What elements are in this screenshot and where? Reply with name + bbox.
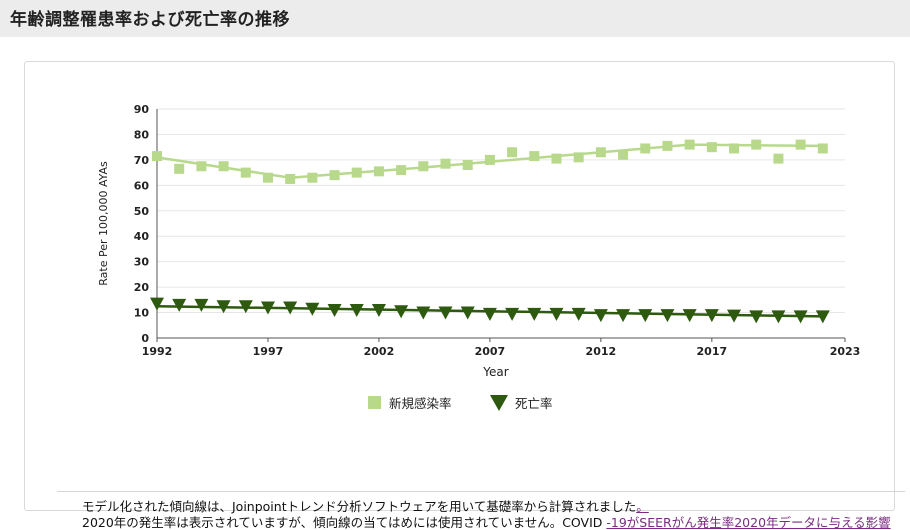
y-tick-label: 90 xyxy=(134,103,150,116)
y-tick-label: 60 xyxy=(134,179,150,192)
notes-line-2: 2020年の発生率は表示されていますが、傾向線の当てはめには使用されていません。… xyxy=(82,515,897,530)
x-tick-label: 1992 xyxy=(142,345,173,358)
incidence-point xyxy=(196,161,206,171)
notes-text-1: モデル化された傾向線は、Joinpointトレンド分析ソフトウェアを用いて基礎率… xyxy=(82,499,636,514)
incidence-point xyxy=(485,155,495,165)
incidence-point xyxy=(529,151,539,161)
chart-notes: モデル化された傾向線は、Joinpointトレンド分析ソフトウェアを用いて基礎率… xyxy=(82,499,897,530)
notes-line-1: モデル化された傾向線は、Joinpointトレンド分析ソフトウェアを用いて基礎率… xyxy=(82,499,897,515)
x-tick-label: 2007 xyxy=(475,345,506,358)
notes-text-2: 2020年の発生率は表示されていますが、傾向線の当てはめには使用されていません。… xyxy=(82,515,606,530)
mortality-point xyxy=(483,308,497,321)
mortality-point xyxy=(660,309,674,322)
incidence-point xyxy=(773,154,783,164)
page-title: 年齢調整罹患率および死亡率の推移 xyxy=(10,5,290,30)
incidence-point xyxy=(685,140,695,150)
incidence-point xyxy=(374,166,384,176)
x-tick-label: 1997 xyxy=(253,345,284,358)
legend-incidence-label: 新規感染率 xyxy=(389,396,452,411)
mortality-point xyxy=(549,308,563,321)
incidence-point xyxy=(219,161,229,171)
incidence-point xyxy=(818,143,828,153)
x-tick-label: 2023 xyxy=(830,345,861,358)
mortality-point xyxy=(150,298,164,311)
incidence-point xyxy=(285,174,295,184)
y-tick-label: 50 xyxy=(134,205,150,218)
incidence-point xyxy=(707,142,717,152)
y-tick-label: 0 xyxy=(141,332,149,345)
mortality-point xyxy=(749,310,763,323)
incidence-point xyxy=(263,173,273,183)
y-tick-label: 40 xyxy=(134,230,150,243)
legend-mortality-label: 死亡率 xyxy=(515,396,553,411)
incidence-point xyxy=(152,151,162,161)
incidence-point xyxy=(352,168,362,178)
incidence-point xyxy=(418,161,428,171)
legend-mortality-marker xyxy=(490,395,508,411)
y-tick-label: 70 xyxy=(134,154,150,167)
incidence-point xyxy=(330,170,340,180)
incidence-point xyxy=(662,141,672,151)
incidence-point xyxy=(596,147,606,157)
incidence-point xyxy=(618,150,628,160)
trend-chart: 0 10 20 30 40 50 60 70 80 90 1992 1997 2002 2007 2012 2… xyxy=(25,62,896,422)
x-tick-label: 2002 xyxy=(364,345,395,358)
chart-card: 0 10 20 30 40 50 60 70 80 90 1992 1997 2002 2007 2012 2… xyxy=(24,61,895,511)
incidence-point xyxy=(441,159,451,169)
legend-incidence-marker xyxy=(368,396,381,409)
x-tick-label: 2017 xyxy=(697,345,728,358)
incidence-point xyxy=(574,152,584,162)
y-axis-title: Rate Per 100,000 AYAs xyxy=(97,161,110,286)
mortality-point xyxy=(527,308,541,321)
mortality-point xyxy=(194,299,208,312)
incidence-point xyxy=(507,147,517,157)
mortality-point xyxy=(394,305,408,318)
incidence-point xyxy=(174,164,184,174)
y-tick-label: 20 xyxy=(134,281,150,294)
mortality-point xyxy=(638,309,652,322)
y-tick-label: 80 xyxy=(134,128,150,141)
incidence-point xyxy=(396,165,406,175)
incidence-point xyxy=(241,168,251,178)
mortality-point xyxy=(594,309,608,322)
mortality-point xyxy=(505,308,519,321)
incidence-point xyxy=(551,154,561,164)
y-tick-label: 10 xyxy=(134,307,150,320)
x-tick-label: 2012 xyxy=(586,345,617,358)
mortality-point xyxy=(328,304,342,317)
mortality-point xyxy=(572,308,586,321)
incidence-point xyxy=(640,143,650,153)
incidence-point xyxy=(796,140,806,150)
incidence-point xyxy=(463,160,473,170)
mortality-point xyxy=(616,309,630,322)
covid-impact-link[interactable]: -19がSEERがん発生率2020年データに与える影響 xyxy=(606,515,890,530)
notes-divider xyxy=(57,491,905,492)
incidence-point xyxy=(751,140,761,150)
notes-link-1[interactable]: 。 xyxy=(636,499,649,514)
page-header: 年齢調整罹患率および死亡率の推移 xyxy=(0,0,910,37)
incidence-point xyxy=(729,143,739,153)
y-tick-label: 30 xyxy=(134,256,150,269)
x-axis-title: Year xyxy=(482,365,508,379)
incidence-point xyxy=(307,173,317,183)
